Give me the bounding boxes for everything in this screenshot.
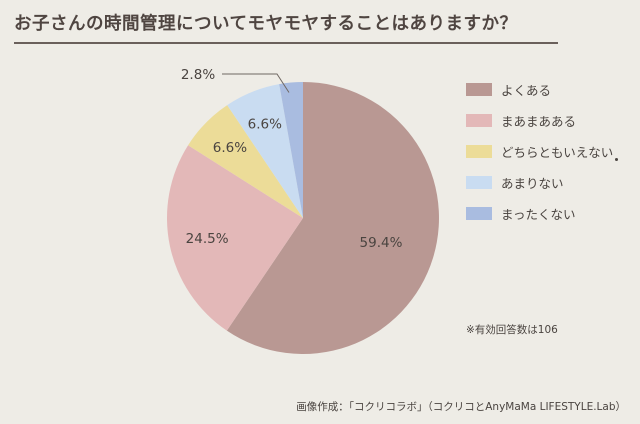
legend-item-1: よくある [466,74,636,105]
legend-swatch [466,83,492,96]
pie-data-labels: 59.4% 24.5% 6.6%6.6% 2.8% [181,67,403,251]
title-underline [14,42,558,44]
legend-item-2: まあまあある [466,105,636,136]
data-label-2: 24.5% [186,231,229,247]
image-credit: 画像作成：「コクリコラボ」（コクリコとAnyMaMa LIFESTYLE.Lab… [296,401,626,413]
callout-line [222,73,290,93]
data-label-3: 6.6% [213,140,247,156]
pie-slice-1 [226,82,439,354]
data-label-5: 2.8% [181,67,215,83]
chart-title: お子さんの時間管理についてモヤモヤすることはありますか？ [14,14,518,34]
respondent-note: ※有効回答数は106 [466,324,558,336]
legend-label: よくある [501,83,552,98]
decorative-dot [615,158,618,161]
pie-slice-3 [188,105,303,218]
legend-label: まったくない [501,207,576,222]
legend-swatch [466,114,492,127]
callout-leader-line [222,73,290,93]
pie-slices [166,82,439,354]
legend-swatch [466,176,492,189]
legend-item-4: あまりない [466,167,636,198]
legend-item-5: まったくない [466,198,636,229]
legend-label: あまりない [501,176,564,191]
data-label-4: 6.6% [248,116,282,132]
legend-label: どちらともいえない [501,145,614,160]
pie-slice-4 [227,84,303,218]
legend-swatch [466,207,492,220]
data-label-1: 59.4% [360,235,403,251]
legend-swatch [466,145,492,158]
pie-slice-2 [166,145,303,331]
legend-label: まあまあある [501,114,577,129]
pie-slice-5 [279,82,303,218]
legend: よくあるまあまああるどちらともいえない あまりないまったくない [466,74,636,229]
legend-item-3: どちらともいえない [466,136,636,167]
